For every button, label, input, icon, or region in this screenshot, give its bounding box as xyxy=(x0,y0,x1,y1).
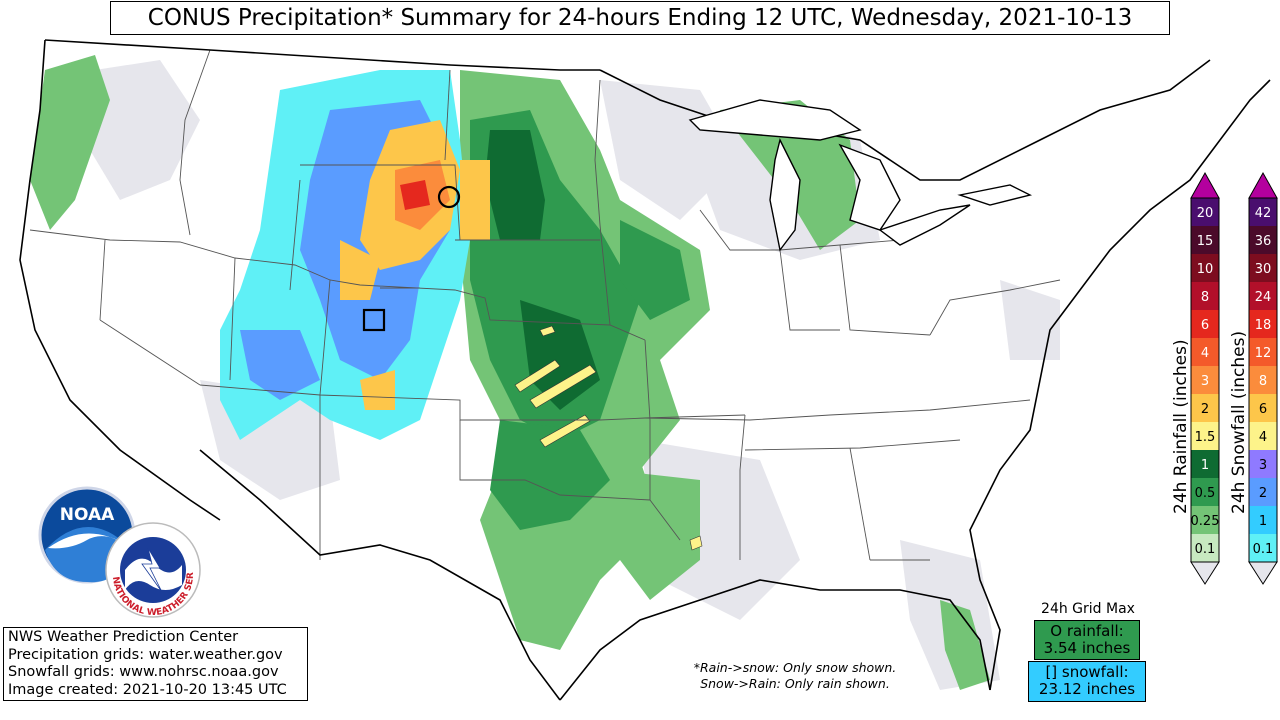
rain-level-label: 20 xyxy=(1197,206,1214,221)
snow-swatch xyxy=(1249,394,1277,422)
grid-max-rain-value: 3.54 inches xyxy=(1043,639,1131,657)
rain-swatch xyxy=(1191,506,1219,534)
snow-bottom-arrow xyxy=(1248,561,1278,585)
rain-colorbar: 20 15 10 8 6 4 3 2 1.5 1 0.5 0.25 0.1 xyxy=(1190,171,1220,585)
rain-level-label: 6 xyxy=(1201,318,1209,333)
grid-max-title: 24h Grid Max xyxy=(1041,601,1135,617)
snow-level-label: 24 xyxy=(1255,290,1272,305)
rain-scale-title: 24h Rainfall (inches) xyxy=(1171,339,1191,514)
rain-level-label: 3 xyxy=(1201,374,1209,389)
rain-swatch xyxy=(1191,310,1219,338)
snow-swatch xyxy=(1249,366,1277,394)
state-borders xyxy=(29,49,1061,561)
snow-swatch xyxy=(1249,282,1277,310)
snow-level-label: 6 xyxy=(1259,402,1267,417)
snow-level-label: 1 xyxy=(1259,514,1267,529)
rain-swatch xyxy=(1191,478,1219,506)
snow-level-label: 18 xyxy=(1255,318,1272,333)
rain-swatch xyxy=(1191,394,1219,422)
rain-swatch xyxy=(1191,450,1219,478)
credits-line: NWS Weather Prediction Center xyxy=(8,629,239,645)
rain-level-label: 2 xyxy=(1201,402,1209,417)
rain-level-label: 15 xyxy=(1197,234,1214,249)
snow-swatch xyxy=(1249,254,1277,282)
snow-swatch xyxy=(1249,310,1277,338)
snow-level-label: 12 xyxy=(1255,346,1272,361)
snow-scale-title: 24h Snowfall (inches) xyxy=(1229,330,1249,514)
rain-swatch xyxy=(1191,366,1219,394)
snow-swatch xyxy=(1249,450,1277,478)
snow-swatch xyxy=(1249,226,1277,254)
grid-max-snow-box: [] snowfall: 23.12 inches xyxy=(1028,661,1146,702)
map-title: CONUS Precipitation* Summary for 24-hour… xyxy=(110,1,1170,35)
rain-colorbar-outline xyxy=(1190,197,1220,563)
snow-swatch xyxy=(1249,422,1277,450)
footnote-line: Snow->Rain: Only rain shown. xyxy=(700,676,890,691)
rain-level-label: 4 xyxy=(1201,346,1209,361)
snow-level-label: 42 xyxy=(1255,206,1272,221)
snow-swatch xyxy=(1249,534,1277,562)
snow-level-label: 36 xyxy=(1255,234,1272,249)
rain-swatch xyxy=(1191,282,1219,310)
credits-box: NWS Weather Prediction Center Precipitat… xyxy=(3,627,308,701)
coastline xyxy=(19,39,1271,701)
rain-top-arrow xyxy=(1190,171,1220,199)
rain-level-label: 0.1 xyxy=(1195,542,1216,557)
snow-level-label: 30 xyxy=(1255,262,1272,277)
snow-level-label: 2 xyxy=(1259,486,1267,501)
snow-swatch xyxy=(1249,478,1277,506)
rain-level-label: 0.25 xyxy=(1191,514,1220,529)
rain-level-label: 0.5 xyxy=(1195,486,1216,501)
rain-level-label: 10 xyxy=(1197,262,1214,277)
rain-swatch xyxy=(1191,198,1219,226)
snow-level-label: 8 xyxy=(1259,374,1267,389)
max-markers xyxy=(362,185,461,332)
rain-swatch xyxy=(1191,534,1219,562)
footnote: *Rain->snow: Only snow shown. Snow->Rain… xyxy=(660,660,930,692)
rain-swatch xyxy=(1191,422,1219,450)
grid-max-rain-label: O rainfall: xyxy=(1050,622,1124,640)
snow-colorbar: 42 36 30 24 18 12 8 6 4 3 2 1 0.1 xyxy=(1248,171,1278,585)
snow-swatch xyxy=(1249,338,1277,366)
grid-max-rain-box: O rainfall: 3.54 inches xyxy=(1034,620,1140,660)
footnote-line: *Rain->snow: Only snow shown. xyxy=(693,660,897,675)
snow-swatch xyxy=(1249,198,1277,226)
snow-swatch xyxy=(1249,506,1277,534)
snow-max-layer xyxy=(395,160,450,230)
credits-line: Precipitation grids: water.weather.gov xyxy=(8,646,283,663)
snow-top-arrow xyxy=(1248,171,1278,199)
rain-level-label: 1.5 xyxy=(1195,430,1216,445)
snow-level-label: 3 xyxy=(1259,458,1267,473)
rain-swatch xyxy=(1191,226,1219,254)
rain-max-marker xyxy=(437,185,461,209)
rain-swatch xyxy=(1191,338,1219,366)
grid-max-snow-label: [] snowfall: xyxy=(1045,663,1129,681)
grid-max-snow-value: 23.12 inches xyxy=(1038,680,1136,698)
snow-level-label: 0.1 xyxy=(1253,542,1274,557)
rain-swatch xyxy=(1191,254,1219,282)
noaa-logo-text: NOAA xyxy=(60,505,115,525)
great-lakes xyxy=(688,99,1033,252)
credits-line: Snowfall grids: www.nohrsc.noaa.gov xyxy=(8,664,279,680)
snow-max-marker xyxy=(362,308,386,332)
heavy-rain-layer xyxy=(485,130,600,410)
rain-bands-layer xyxy=(514,325,703,551)
snow-colorbar-outline xyxy=(1248,197,1278,563)
rain-bottom-arrow xyxy=(1190,561,1220,585)
rain-level-label: 1 xyxy=(1201,458,1209,473)
rain-level-label: 8 xyxy=(1201,290,1209,305)
snow-level-label: 4 xyxy=(1259,430,1267,445)
credits-line: Image created: 2021-10-20 13:45 UTC xyxy=(8,681,287,698)
